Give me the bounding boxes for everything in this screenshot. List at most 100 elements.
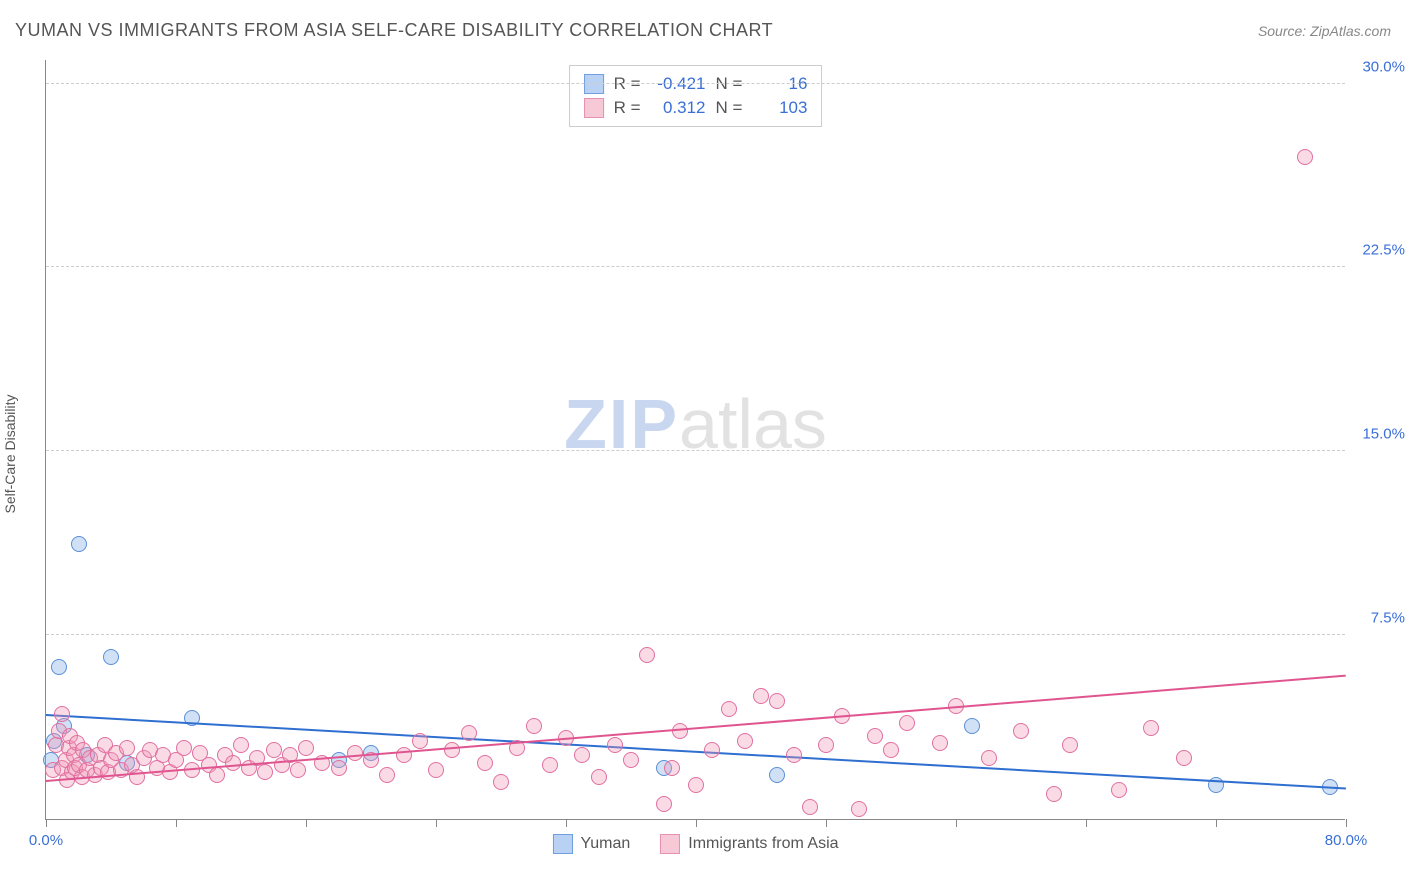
legend-swatch-icon bbox=[584, 74, 604, 94]
data-point-immigrants-asia bbox=[769, 693, 785, 709]
r-value: -0.421 bbox=[651, 74, 706, 94]
data-point-immigrants-asia bbox=[786, 747, 802, 763]
data-point-immigrants-asia bbox=[737, 733, 753, 749]
data-point-immigrants-asia bbox=[591, 769, 607, 785]
data-point-immigrants-asia bbox=[379, 767, 395, 783]
data-point-yuman bbox=[769, 767, 785, 783]
x-tick bbox=[176, 819, 177, 827]
data-point-immigrants-asia bbox=[688, 777, 704, 793]
data-point-immigrants-asia bbox=[1297, 149, 1313, 165]
data-point-immigrants-asia bbox=[1176, 750, 1192, 766]
data-point-immigrants-asia bbox=[1062, 737, 1078, 753]
legend-swatch-icon bbox=[584, 98, 604, 118]
data-point-immigrants-asia bbox=[119, 740, 135, 756]
data-point-immigrants-asia bbox=[639, 647, 655, 663]
grid-line bbox=[46, 634, 1345, 635]
data-point-immigrants-asia bbox=[331, 760, 347, 776]
legend-series-item-0: Yuman bbox=[552, 834, 630, 854]
legend-swatch-icon bbox=[552, 834, 572, 854]
n-value: 103 bbox=[752, 98, 807, 118]
data-point-immigrants-asia bbox=[981, 750, 997, 766]
data-point-immigrants-asia bbox=[818, 737, 834, 753]
x-tick bbox=[1086, 819, 1087, 827]
x-tick bbox=[306, 819, 307, 827]
source-name: ZipAtlas.com bbox=[1310, 23, 1391, 39]
data-point-immigrants-asia bbox=[209, 767, 225, 783]
data-point-immigrants-asia bbox=[704, 742, 720, 758]
data-point-immigrants-asia bbox=[932, 735, 948, 751]
x-tick-label: 80.0% bbox=[1325, 832, 1368, 849]
y-axis-label: Self-Care Disability bbox=[2, 394, 18, 513]
data-point-immigrants-asia bbox=[574, 747, 590, 763]
data-point-immigrants-asia bbox=[266, 742, 282, 758]
data-point-immigrants-asia bbox=[233, 737, 249, 753]
data-point-immigrants-asia bbox=[542, 757, 558, 773]
data-point-immigrants-asia bbox=[225, 755, 241, 771]
data-point-immigrants-asia bbox=[54, 706, 70, 722]
data-point-immigrants-asia bbox=[867, 728, 883, 744]
data-point-immigrants-asia bbox=[623, 752, 639, 768]
data-point-immigrants-asia bbox=[477, 755, 493, 771]
chart-plot-area: ZIPatlas R = -0.421 N = 16 R = 0.312 N =… bbox=[45, 60, 1345, 820]
data-point-immigrants-asia bbox=[347, 745, 363, 761]
r-value: 0.312 bbox=[651, 98, 706, 118]
chart-title: YUMAN VS IMMIGRANTS FROM ASIA SELF-CARE … bbox=[15, 20, 773, 41]
data-point-immigrants-asia bbox=[1143, 720, 1159, 736]
grid-line bbox=[46, 450, 1345, 451]
y-tick-label: 22.5% bbox=[1362, 242, 1405, 259]
legend-series-item-1: Immigrants from Asia bbox=[660, 834, 838, 854]
data-point-immigrants-asia bbox=[298, 740, 314, 756]
y-tick-label: 15.0% bbox=[1362, 426, 1405, 443]
grid-line bbox=[46, 83, 1345, 84]
data-point-immigrants-asia bbox=[444, 742, 460, 758]
data-point-yuman bbox=[964, 718, 980, 734]
x-tick bbox=[1216, 819, 1217, 827]
data-point-immigrants-asia bbox=[721, 701, 737, 717]
data-point-immigrants-asia bbox=[753, 688, 769, 704]
x-tick bbox=[46, 819, 47, 827]
data-point-immigrants-asia bbox=[883, 742, 899, 758]
data-point-immigrants-asia bbox=[257, 764, 273, 780]
data-point-immigrants-asia bbox=[412, 733, 428, 749]
x-tick bbox=[956, 819, 957, 827]
data-point-immigrants-asia bbox=[607, 737, 623, 753]
data-point-immigrants-asia bbox=[1111, 782, 1127, 798]
chart-source: Source: ZipAtlas.com bbox=[1258, 23, 1391, 39]
data-point-immigrants-asia bbox=[656, 796, 672, 812]
data-point-yuman bbox=[51, 659, 67, 675]
chart-header: YUMAN VS IMMIGRANTS FROM ASIA SELF-CARE … bbox=[15, 20, 1391, 41]
data-point-immigrants-asia bbox=[802, 799, 818, 815]
data-point-immigrants-asia bbox=[851, 801, 867, 817]
data-point-yuman bbox=[71, 536, 87, 552]
watermark-atlas: atlas bbox=[679, 385, 827, 463]
data-point-immigrants-asia bbox=[1013, 723, 1029, 739]
data-point-immigrants-asia bbox=[176, 740, 192, 756]
data-point-immigrants-asia bbox=[899, 715, 915, 731]
y-tick-label: 30.0% bbox=[1362, 58, 1405, 75]
data-point-immigrants-asia bbox=[461, 725, 477, 741]
x-tick bbox=[826, 819, 827, 827]
legend-series-label: Yuman bbox=[580, 835, 630, 853]
data-point-immigrants-asia bbox=[1046, 786, 1062, 802]
legend-series-box: Yuman Immigrants from Asia bbox=[552, 834, 838, 854]
n-label: N = bbox=[716, 74, 743, 94]
x-tick bbox=[566, 819, 567, 827]
n-label: N = bbox=[716, 98, 743, 118]
data-point-immigrants-asia bbox=[290, 762, 306, 778]
watermark-zip: ZIP bbox=[564, 385, 679, 463]
legend-stats-box: R = -0.421 N = 16 R = 0.312 N = 103 bbox=[569, 65, 823, 127]
x-tick bbox=[1346, 819, 1347, 827]
data-point-immigrants-asia bbox=[493, 774, 509, 790]
y-tick-label: 7.5% bbox=[1371, 610, 1405, 627]
source-prefix: Source: bbox=[1258, 23, 1310, 39]
data-point-immigrants-asia bbox=[526, 718, 542, 734]
r-label: R = bbox=[614, 98, 641, 118]
x-tick bbox=[696, 819, 697, 827]
legend-stats-row-0: R = -0.421 N = 16 bbox=[584, 72, 808, 96]
r-label: R = bbox=[614, 74, 641, 94]
n-value: 16 bbox=[752, 74, 807, 94]
data-point-immigrants-asia bbox=[428, 762, 444, 778]
legend-stats-row-1: R = 0.312 N = 103 bbox=[584, 96, 808, 120]
legend-swatch-icon bbox=[660, 834, 680, 854]
data-point-yuman bbox=[103, 649, 119, 665]
